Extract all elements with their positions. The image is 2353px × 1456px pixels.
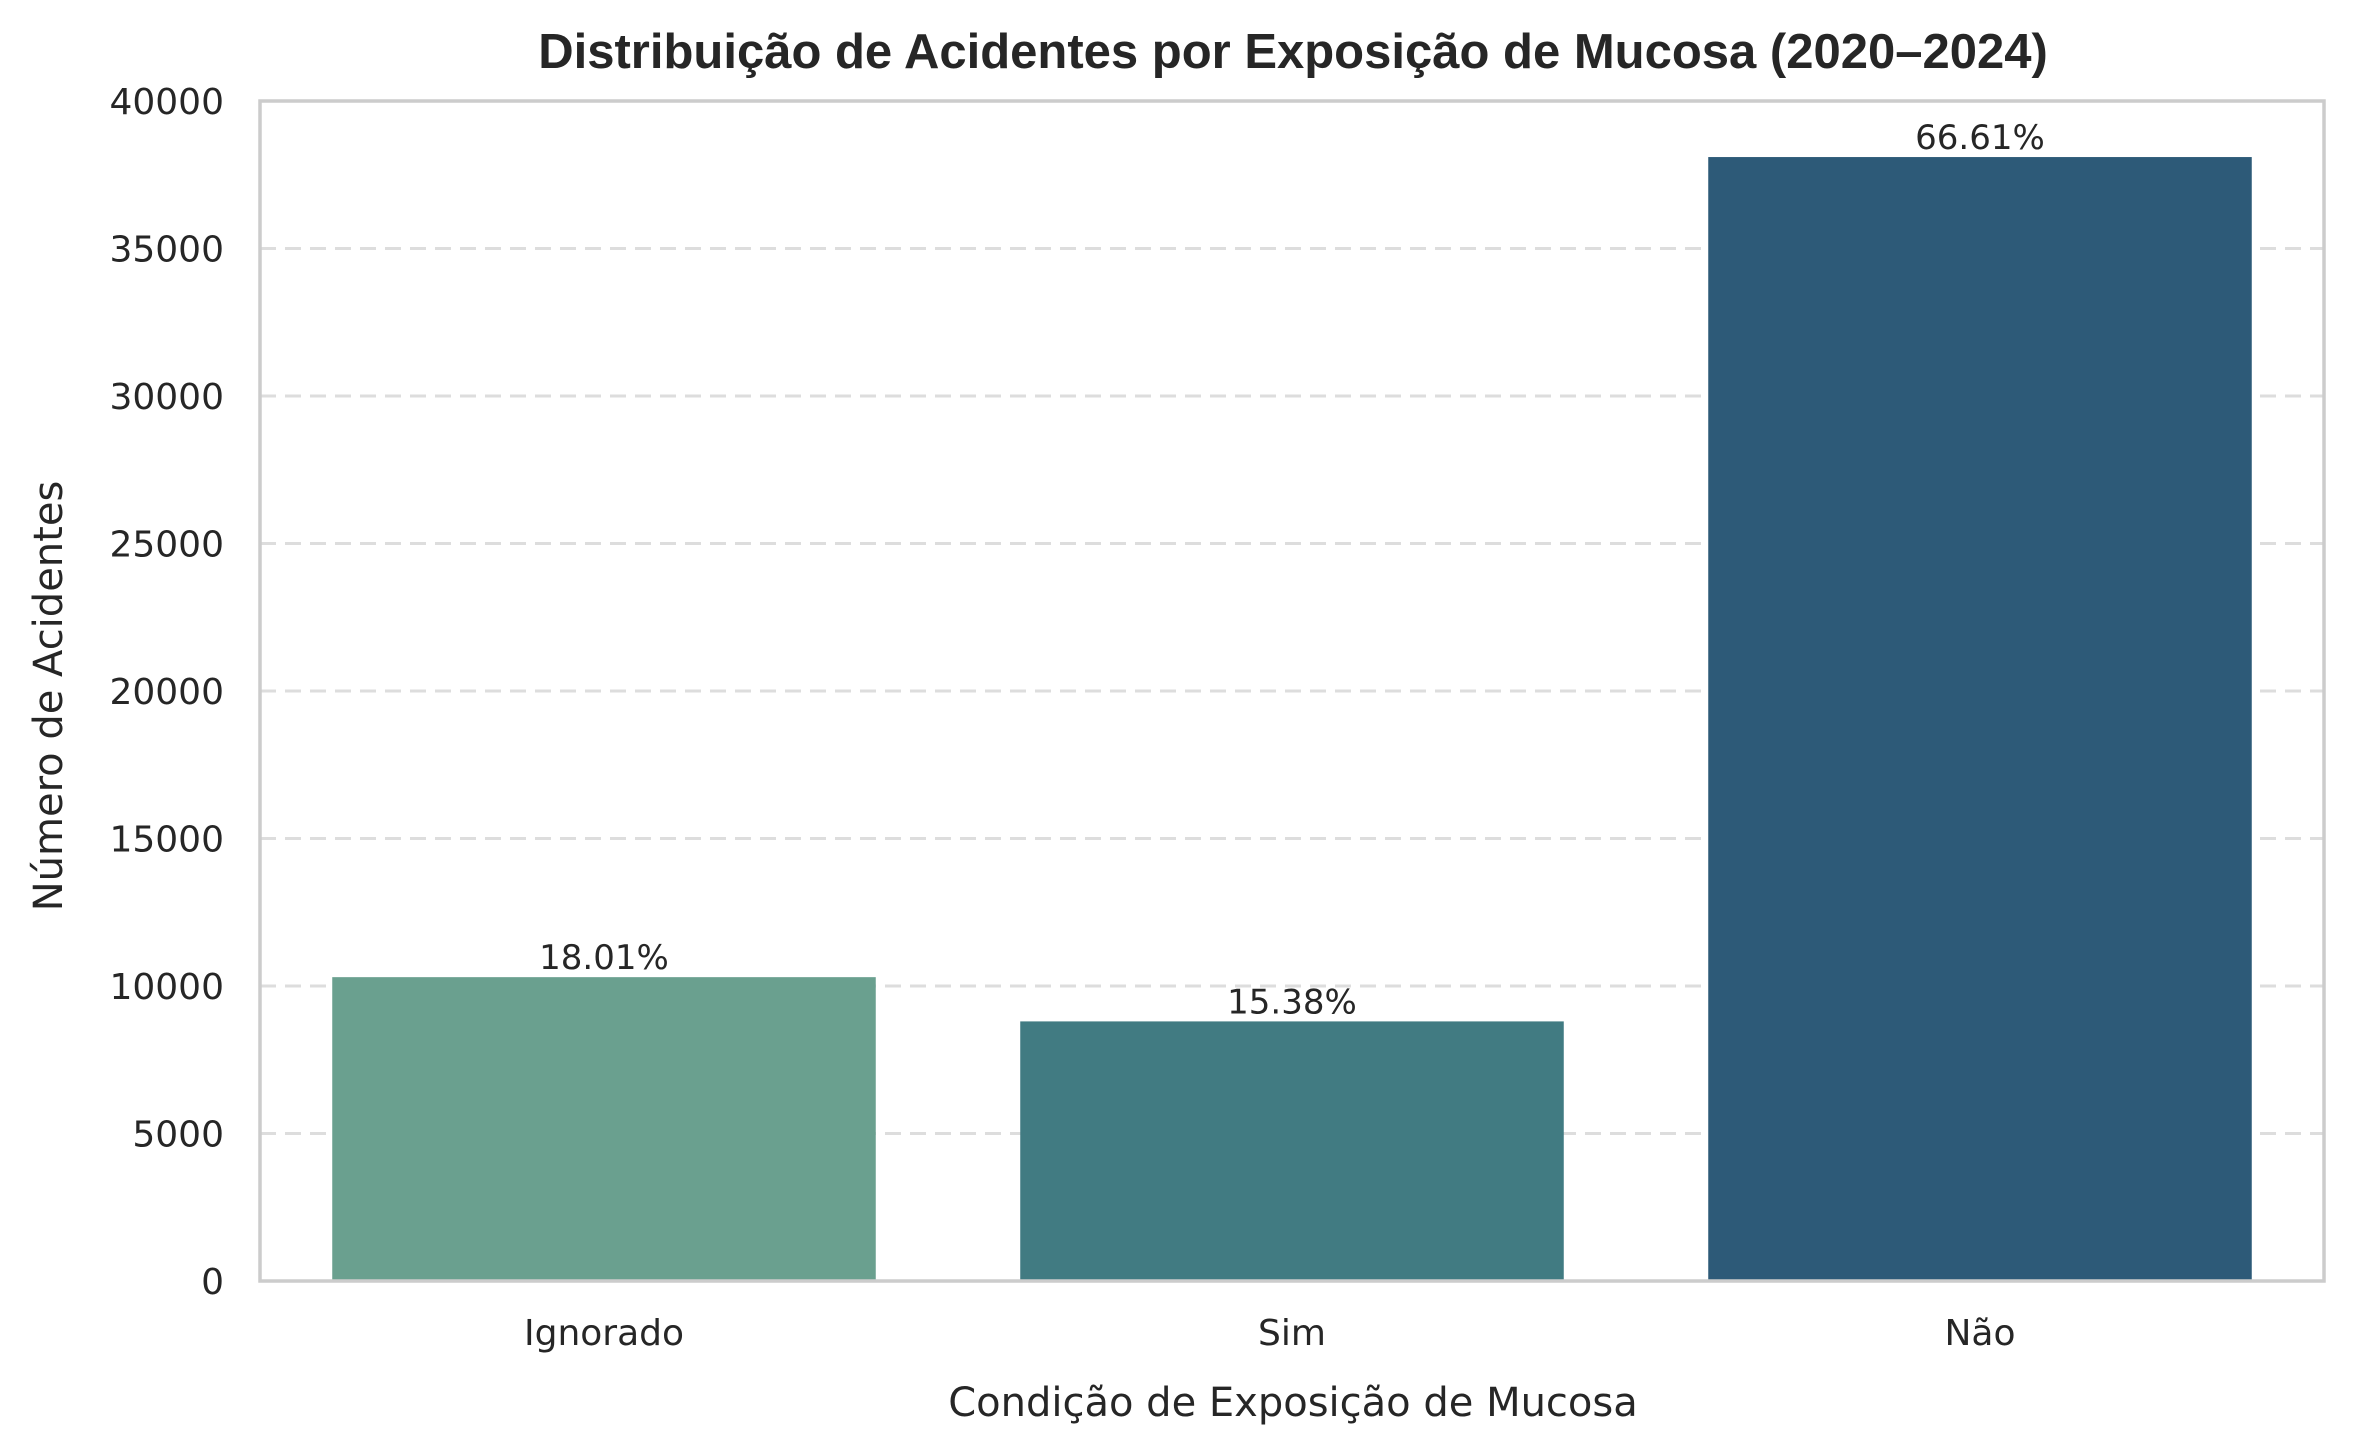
bar-data-label: 66.61% — [1915, 118, 2045, 158]
y-tick-label: 0 — [201, 1262, 224, 1303]
x-tick-label: Não — [1944, 1313, 2015, 1354]
x-tick-label: Ignorado — [524, 1313, 684, 1354]
y-tick-label: 15000 — [109, 820, 224, 861]
y-tick-label: 30000 — [109, 377, 224, 418]
y-tick-label: 10000 — [109, 967, 224, 1008]
y-axis-title: Número de Acidentes — [26, 481, 72, 912]
y-tick-label: 40000 — [109, 82, 224, 123]
bar-data-label: 18.01% — [539, 938, 669, 978]
bar — [332, 977, 876, 1281]
x-tick-labels: Ignorado Sim Não — [524, 1313, 2016, 1354]
chart-title: Distribuição de Acidentes por Exposição … — [538, 25, 2048, 79]
y-tick-label: 25000 — [109, 525, 224, 566]
bar — [1020, 1021, 1564, 1281]
y-tick-labels: 0 5000 10000 15000 20000 25000 30000 35000 40000 — [109, 82, 224, 1303]
y-tick-label: 20000 — [109, 672, 224, 713]
y-tick-label: 35000 — [109, 230, 224, 271]
y-tick-label: 5000 — [132, 1115, 224, 1156]
x-axis-title: Condição de Exposição de Mucosa — [948, 1380, 1638, 1426]
plot-frame — [258, 99, 2326, 1283]
x-tick-label: Sim — [1258, 1313, 1326, 1354]
bar — [1708, 157, 2252, 1281]
data-labels: 18.01% 15.38% 66.61% — [539, 118, 2045, 1022]
bar-data-label: 15.38% — [1227, 982, 1357, 1022]
bars — [332, 157, 2252, 1281]
